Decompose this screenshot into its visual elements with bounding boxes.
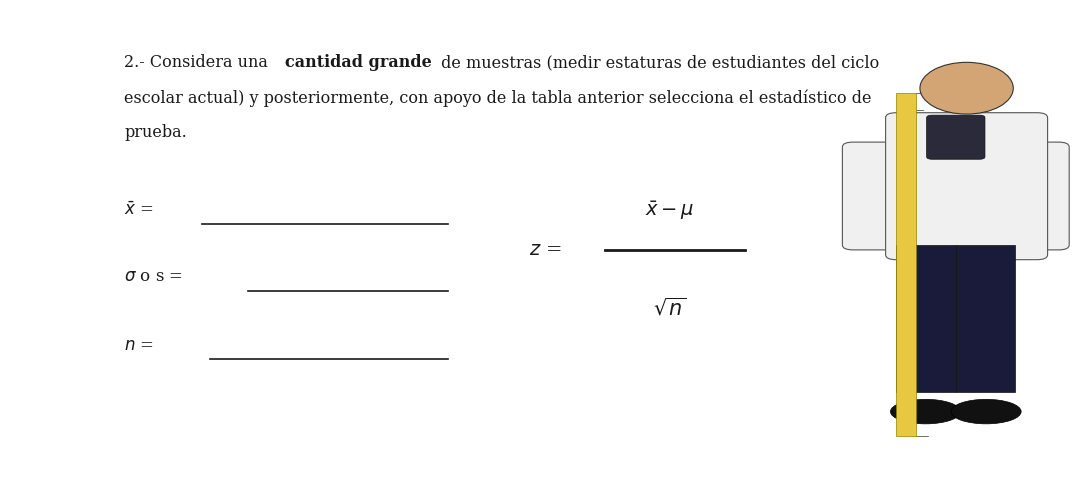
Ellipse shape — [951, 399, 1022, 424]
Text: $\sqrt{n}$: $\sqrt{n}$ — [652, 297, 687, 320]
FancyBboxPatch shape — [999, 142, 1069, 250]
Ellipse shape — [920, 62, 1013, 114]
Text: $\bar{x}$ =: $\bar{x}$ = — [124, 202, 156, 220]
Text: cantidad grande: cantidad grande — [285, 54, 432, 71]
Text: $\sigma$ o s =: $\sigma$ o s = — [124, 269, 185, 285]
Text: escolar actual) y posteriormente, con apoyo de la tabla anterior selecciona el e: escolar actual) y posteriormente, con ap… — [124, 89, 872, 107]
Text: de muestras (medir estaturas de estudiantes del ciclo: de muestras (medir estaturas de estudian… — [436, 54, 879, 71]
FancyBboxPatch shape — [896, 93, 916, 436]
Ellipse shape — [890, 399, 961, 424]
FancyBboxPatch shape — [896, 245, 956, 392]
FancyBboxPatch shape — [886, 113, 1048, 260]
Text: $\bar{x} - \mu$: $\bar{x} - \mu$ — [645, 199, 694, 222]
Text: $z$ =: $z$ = — [529, 241, 564, 259]
Text: 2.- Considera una: 2.- Considera una — [124, 54, 273, 71]
Text: $n$ =: $n$ = — [124, 337, 156, 354]
FancyBboxPatch shape — [927, 115, 985, 159]
FancyBboxPatch shape — [842, 142, 913, 250]
Text: prueba.: prueba. — [124, 124, 187, 142]
FancyBboxPatch shape — [956, 245, 1015, 392]
